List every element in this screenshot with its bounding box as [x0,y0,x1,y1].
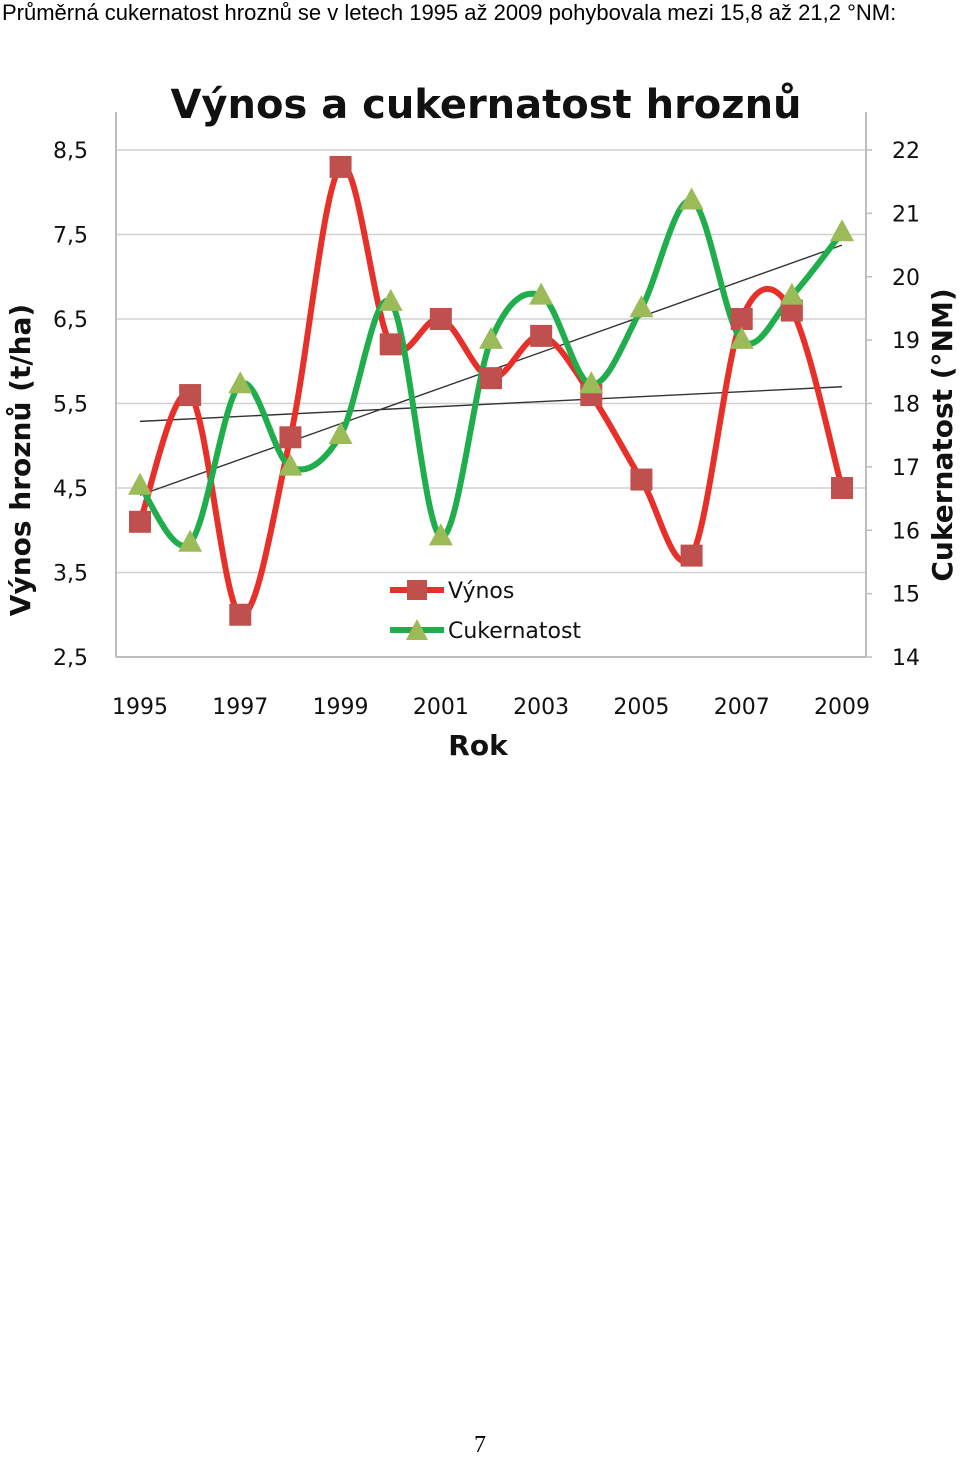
marker-cukernatost [679,187,704,210]
y-tick-left-label: 3,5 [53,562,88,587]
y-tick-right-label: 18 [892,393,920,418]
legend-marker-vynos [407,580,427,600]
x-tick-label: 2005 [613,695,669,720]
legend-item-vynos: Výnos [390,579,514,604]
legend: Výnos Cukernatost [390,579,581,644]
y-tick-right-label: 20 [892,266,920,291]
yield-sugar-chart: Výnos a cukernatost hroznů 2,5 3,5 4,5 5,5 6… [4,81,959,762]
x-tick-label: 1995 [112,695,168,720]
x-axis-label: Rok [448,729,509,762]
y-tick-right-label: 19 [892,329,920,354]
tick-labels: 2,5 3,5 4,5 5,5 6,5 7,5 8,5 14 15 16 17 18 19 20 21 22 1… [53,139,920,720]
y-tick-right-label: 21 [892,202,920,227]
x-tick-label: 1997 [212,695,268,720]
marker-vynos [279,426,302,449]
y-tick-left-label: 6,5 [53,308,88,333]
legend-item-cukernatost: Cukernatost [390,619,581,644]
legend-label-vynos: Výnos [448,579,514,604]
marker-cukernatost [328,421,353,444]
marker-cukernatost [579,371,604,394]
marker-cukernatost [779,282,804,305]
y-tick-left-label: 2,5 [53,646,88,671]
marker-vynos [780,299,803,322]
page-number: 7 [474,1432,486,1458]
marker-vynos [329,155,352,178]
marker-cukernatost [830,219,854,242]
marker-cukernatost [378,288,403,311]
marker-vynos [730,308,753,330]
y-axis-left-label: Výnos hroznů (t/ha) [4,304,37,616]
axes [115,112,872,658]
marker-cukernatost [629,295,654,318]
gridlines [116,149,866,658]
x-tick-label: 2009 [814,695,870,720]
marker-cukernatost [178,529,203,552]
marker-vynos [429,308,452,330]
marker-vynos [379,333,402,356]
marker-vynos [680,544,703,567]
marker-cukernatost [729,326,754,349]
y-tick-left-label: 4,5 [53,477,88,502]
y-tick-right-label: 17 [892,456,920,481]
y-tick-left-label: 5,5 [53,393,88,418]
marker-cukernatost [428,523,453,546]
y-tick-right-label: 22 [892,139,920,164]
y-tick-right-label: 15 [892,583,920,608]
marker-vynos [129,510,151,533]
series-markers [128,155,854,626]
y-axis-right-label: Cukernatost (°NM) [926,288,959,581]
marker-vynos [831,477,853,499]
chart-title: Výnos a cukernatost hroznů [170,81,801,128]
y-tick-right-label: 16 [892,519,920,544]
marker-vynos [630,468,653,491]
x-tick-label: 2003 [513,695,569,720]
y-tick-left-label: 8,5 [53,139,88,164]
marker-vynos [480,367,502,390]
x-tick-label: 2007 [714,695,770,720]
page-caption: Průměrná cukernatost hroznů se v letech … [2,0,897,25]
marker-cukernatost [278,453,303,476]
y-tick-left-label: 7,5 [53,224,88,249]
x-tick-label: 2001 [413,695,469,720]
marker-vynos [229,603,252,626]
marker-cukernatost [228,371,253,394]
x-tick-label: 1999 [313,695,369,720]
legend-label-cukernatost: Cukernatost [448,619,581,644]
legend-marker-cukernatost [406,619,428,640]
marker-cukernatost [529,282,554,305]
marker-cukernatost [128,472,152,495]
marker-vynos [179,384,202,407]
marker-cukernatost [479,326,503,349]
series-line-cukernatost [137,197,845,549]
y-tick-right-label: 14 [892,646,920,671]
marker-vynos [530,324,553,347]
